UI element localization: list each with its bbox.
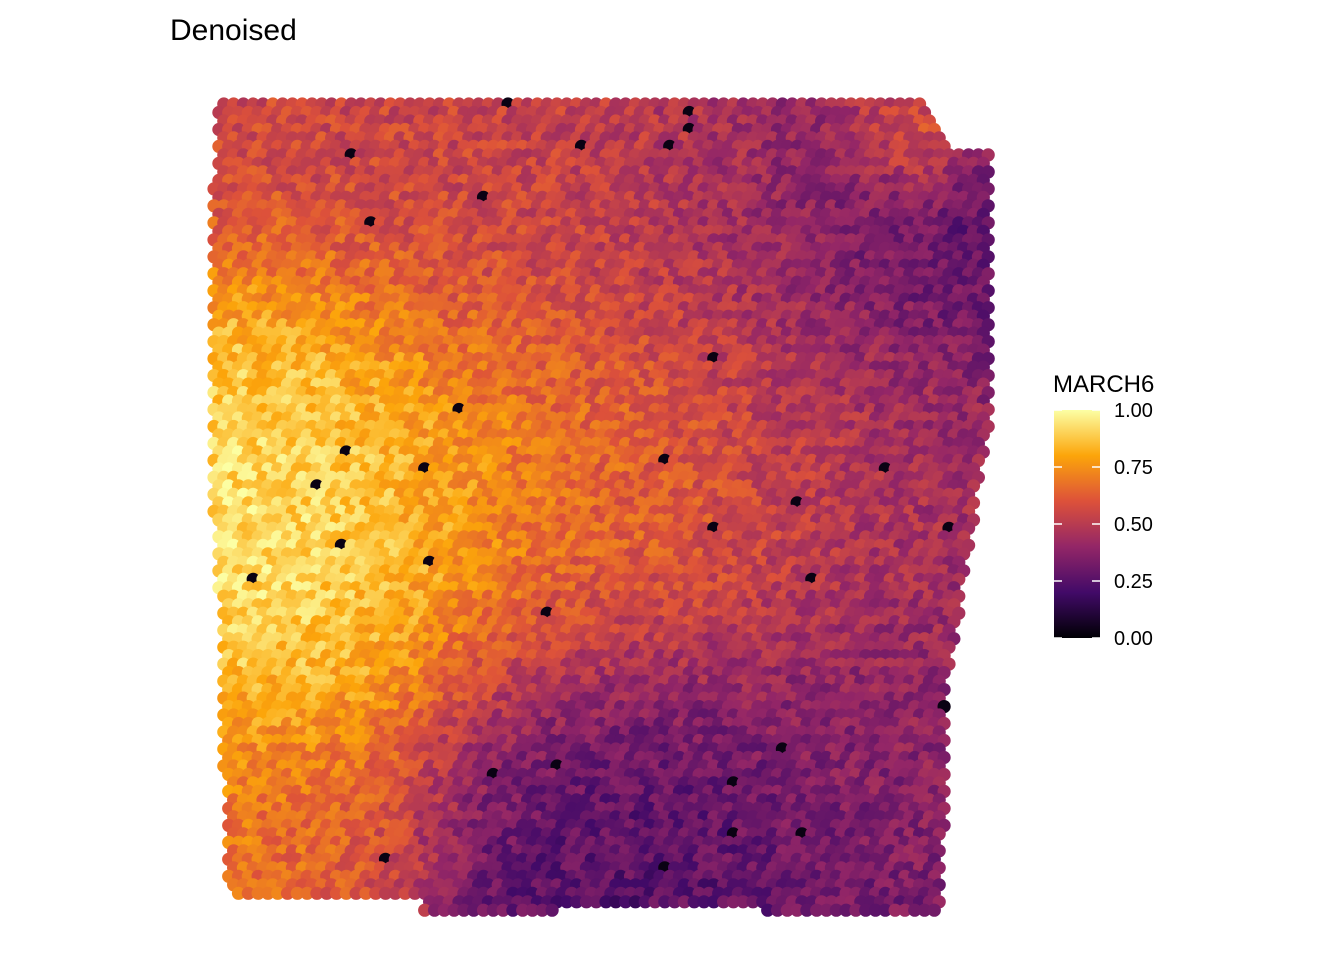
chart-title: Denoised xyxy=(170,14,297,47)
spot-layer xyxy=(207,97,995,917)
